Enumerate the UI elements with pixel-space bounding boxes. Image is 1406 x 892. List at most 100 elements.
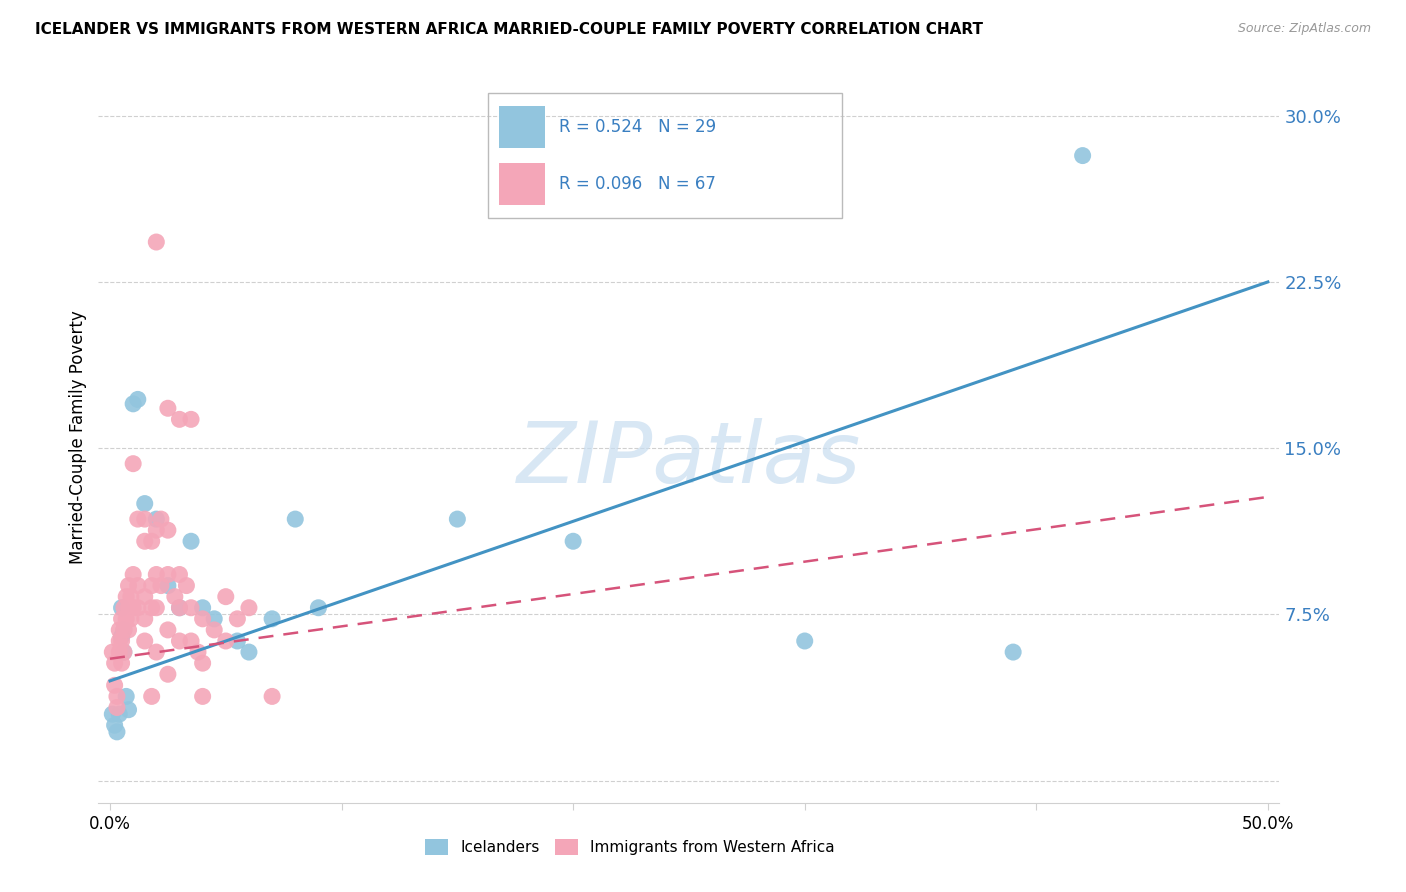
Point: [112, 645, 135, 659]
Point: [117, 703, 139, 717]
Point: [180, 634, 202, 648]
Point: [104, 678, 127, 692]
Point: [110, 630, 132, 644]
Point: [156, 523, 179, 537]
Point: [122, 457, 145, 471]
Point: [112, 623, 135, 637]
Point: [145, 523, 167, 537]
Point: [115, 590, 138, 604]
Point: [104, 718, 127, 732]
Point: [134, 612, 156, 626]
Point: [793, 634, 815, 648]
Point: [156, 578, 179, 592]
Point: [149, 512, 172, 526]
Point: [307, 600, 329, 615]
Point: [134, 634, 156, 648]
Point: [169, 600, 191, 615]
Point: [191, 612, 214, 626]
Point: [262, 612, 284, 626]
Point: [117, 578, 139, 592]
Point: [120, 590, 142, 604]
Point: [115, 612, 138, 626]
Point: [108, 645, 131, 659]
Point: [226, 612, 249, 626]
Point: [122, 397, 145, 411]
Point: [1002, 645, 1025, 659]
Point: [215, 634, 238, 648]
Point: [145, 645, 167, 659]
Text: ZIPatlas: ZIPatlas: [517, 417, 860, 500]
Y-axis label: Married-Couple Family Poverty: Married-Couple Family Poverty: [69, 310, 87, 564]
Point: [117, 600, 139, 615]
Text: ICELANDER VS IMMIGRANTS FROM WESTERN AFRICA MARRIED-COUPLE FAMILY POVERTY CORREL: ICELANDER VS IMMIGRANTS FROM WESTERN AFR…: [35, 22, 983, 37]
Point: [156, 667, 179, 681]
Point: [176, 578, 198, 592]
Point: [141, 578, 163, 592]
Point: [108, 707, 131, 722]
Point: [156, 567, 179, 582]
Point: [117, 623, 139, 637]
Point: [180, 534, 202, 549]
Point: [169, 567, 191, 582]
Point: [145, 512, 167, 526]
Point: [112, 645, 135, 659]
Point: [169, 634, 191, 648]
Point: [215, 590, 238, 604]
Point: [110, 600, 132, 615]
Point: [112, 600, 135, 615]
Point: [115, 690, 138, 704]
Point: [145, 567, 167, 582]
Point: [156, 623, 179, 637]
Point: [187, 645, 209, 659]
Point: [169, 412, 191, 426]
Point: [134, 497, 156, 511]
Point: [145, 235, 167, 249]
Point: [163, 590, 186, 604]
Point: [169, 600, 191, 615]
Point: [105, 690, 128, 704]
Point: [127, 512, 149, 526]
Point: [105, 724, 128, 739]
Point: [562, 534, 585, 549]
Point: [104, 656, 127, 670]
Point: [202, 612, 225, 626]
Point: [1071, 148, 1094, 162]
Point: [108, 623, 131, 637]
Point: [127, 392, 149, 407]
Point: [127, 600, 149, 615]
Point: [191, 600, 214, 615]
Point: [134, 512, 156, 526]
Point: [112, 623, 135, 637]
Point: [110, 656, 132, 670]
Point: [134, 590, 156, 604]
Point: [101, 645, 124, 659]
Point: [202, 623, 225, 637]
Point: [122, 600, 145, 615]
Point: [141, 600, 163, 615]
Point: [141, 690, 163, 704]
Point: [127, 578, 149, 592]
Text: Source: ZipAtlas.com: Source: ZipAtlas.com: [1237, 22, 1371, 36]
Point: [149, 578, 172, 592]
Point: [110, 612, 132, 626]
Point: [122, 567, 145, 582]
Point: [141, 534, 163, 549]
Point: [191, 656, 214, 670]
Point: [145, 600, 167, 615]
Legend: Icelanders, Immigrants from Western Africa: Icelanders, Immigrants from Western Afri…: [419, 833, 841, 861]
Point: [105, 700, 128, 714]
Point: [284, 512, 307, 526]
Point: [101, 707, 124, 722]
Point: [446, 512, 468, 526]
Point: [226, 634, 249, 648]
Point: [238, 600, 260, 615]
Point: [156, 401, 179, 416]
Point: [262, 690, 284, 704]
Point: [191, 690, 214, 704]
Point: [180, 412, 202, 426]
Point: [238, 645, 260, 659]
Point: [110, 634, 132, 648]
Point: [120, 612, 142, 626]
Point: [108, 634, 131, 648]
Point: [180, 600, 202, 615]
